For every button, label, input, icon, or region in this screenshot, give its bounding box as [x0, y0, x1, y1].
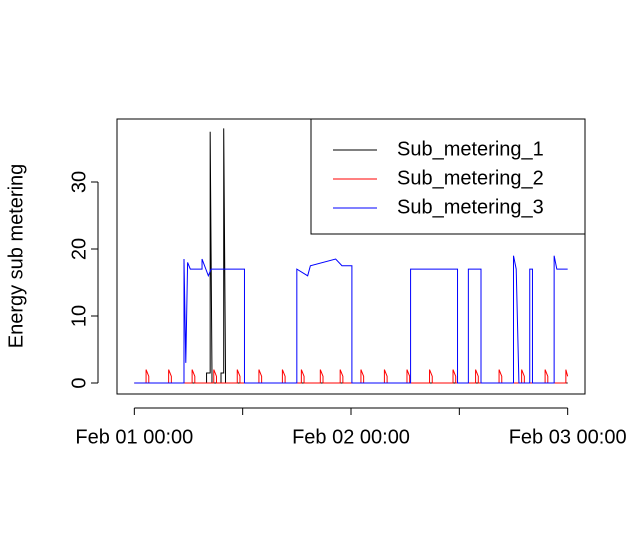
y-tick-label: 10 [68, 305, 90, 327]
x-tick-label: Feb 01 00:00 [75, 426, 193, 448]
data-line [134, 369, 569, 384]
y-axis-label: Energy sub metering [5, 164, 27, 349]
legend-label: Sub_metering_1 [397, 138, 544, 160]
y-tick-label: 30 [68, 171, 90, 193]
y-tick-label: 20 [68, 238, 90, 260]
legend-label: Sub_metering_2 [397, 167, 544, 189]
x-tick-label: Feb 02 00:00 [292, 426, 410, 448]
y-tick-label: 0 [68, 377, 90, 388]
legend-box [310, 118, 586, 235]
x-tick-label: Feb 03 00:00 [509, 426, 627, 448]
legend-label: Sub_metering_3 [397, 196, 544, 218]
data-line [134, 255, 568, 384]
